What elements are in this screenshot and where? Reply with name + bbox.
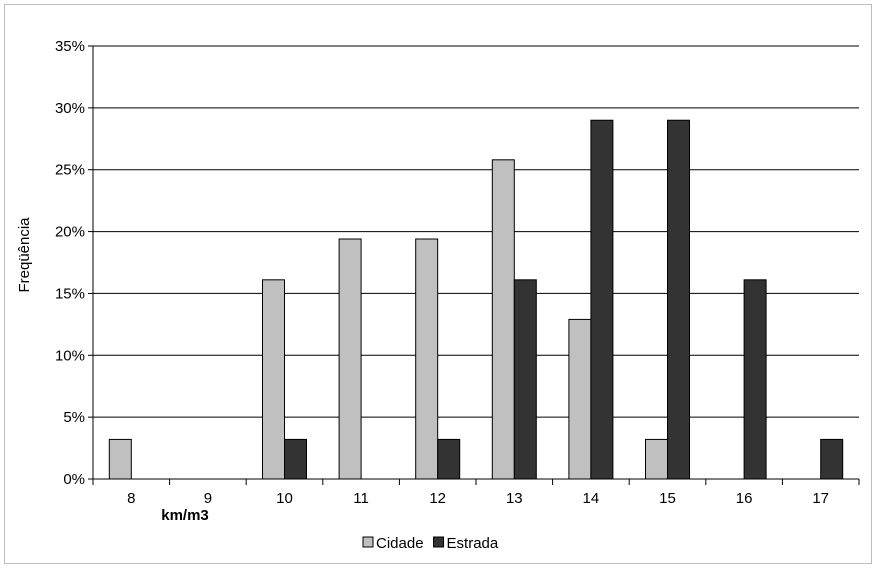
x-tick-label: 15: [659, 490, 676, 507]
bar-cidade-15: [645, 438, 668, 480]
y-tick-label: 0%: [63, 471, 85, 488]
y-tick-label: 5%: [63, 409, 85, 426]
bar-estrada-10: [284, 438, 307, 480]
x-tick-label: 9: [204, 490, 212, 507]
legend-swatch: [362, 536, 374, 548]
bar-estrada-14: [590, 119, 614, 480]
bar-cidade-14: [568, 318, 592, 480]
x-axis-label: km/m3: [161, 507, 209, 524]
y-tick-label: 35%: [55, 38, 85, 55]
bar-cidade-10: [262, 279, 285, 480]
bar-estrada-17: [820, 438, 844, 480]
bar-cidade-11: [338, 238, 362, 480]
x-tick-label: 12: [429, 490, 446, 507]
bar-estrada-12: [437, 438, 461, 480]
y-tick-label: 20%: [55, 224, 85, 241]
x-tick-label: 13: [506, 490, 523, 507]
legend-label: Estrada: [447, 535, 499, 552]
x-tick-label: 10: [276, 490, 293, 507]
y-tick-label: 15%: [55, 285, 85, 302]
y-tick-label: 25%: [55, 162, 85, 179]
y-axis-label: Freqüência: [16, 217, 33, 293]
x-tick-label: 17: [812, 490, 829, 507]
legend: Cidade Estrada: [362, 535, 499, 552]
bar-cidade-13: [491, 159, 515, 480]
x-tick-label: 8: [127, 490, 135, 507]
x-tick-label: 16: [736, 490, 753, 507]
bar-estrada-16: [743, 279, 767, 480]
y-tick-label: 10%: [55, 347, 85, 364]
x-tick-labels: 8 9 10 11 12 13 14 15 16 17: [92, 479, 860, 507]
y-tick-labels: 0% 5% 10% 15% 20% 25% 30% 35%: [55, 38, 85, 488]
bar-cidade-8: [108, 438, 132, 480]
bar-estrada-15: [667, 119, 690, 480]
legend-label: Cidade: [376, 535, 424, 552]
bar-estrada-13: [513, 279, 537, 480]
y-tick-label: 30%: [55, 100, 85, 117]
gridlines: [88, 45, 859, 480]
bars: [108, 119, 844, 480]
x-tick-label: 14: [583, 490, 600, 507]
legend-swatch: [433, 536, 445, 548]
bar-cidade-12: [415, 238, 439, 480]
x-tick-label: 11: [353, 490, 369, 507]
